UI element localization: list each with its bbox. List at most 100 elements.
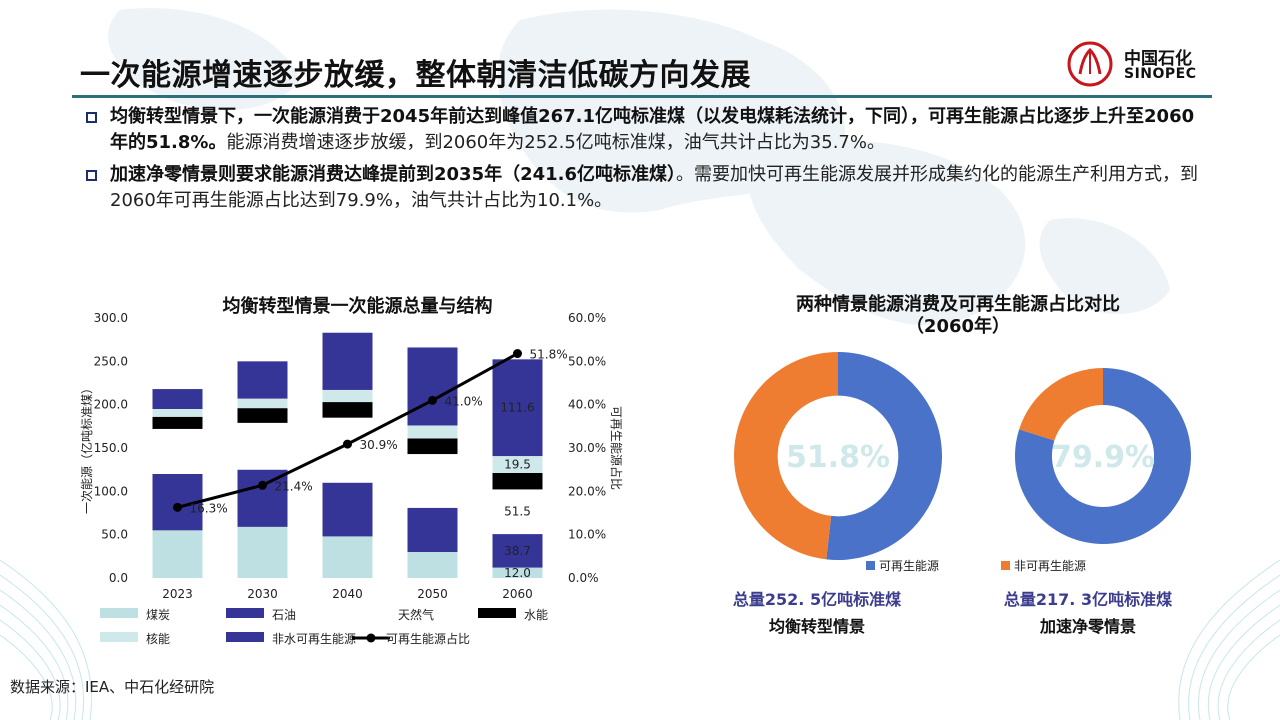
donut-legend-item: 可再生能源 [866,559,939,573]
legend-label: 石油 [272,608,296,622]
legend-swatch [478,608,516,618]
bar-data-label: 38.7 [504,544,531,558]
y2-tick-label: 60.0% [568,311,606,325]
x-tick-label: 2050 [417,587,448,601]
bar-segment [322,417,373,483]
bar-segment [237,398,288,409]
legend-item: 石油 [226,608,296,622]
y2-tick-label: 30.0% [568,441,606,455]
x-tick-label: 2060 [502,587,533,601]
legend-label: 非水可再生能源 [272,632,356,646]
bar-segment [492,534,543,568]
bar-segment [237,408,288,423]
summary-bullets: 均衡转型情景下，一次能源消费于2045年前达到峰值267.1亿吨标准煤（以发电煤… [86,104,1206,220]
bar-segment [152,530,203,578]
bar-segment [492,567,543,578]
renewable-share-comparison: 两种情景能源消费及可再生能源占比对比 （2060年） 51.8% 总量252. 5亿吨… [700,280,1260,660]
donut-scenario-label: 均衡转型情景 [769,617,865,636]
donut-center-label: 51.8% [786,440,890,475]
y2-tick-label: 0.0% [568,571,599,585]
y-axis-label: 一次能源（亿吨标准煤） [79,382,94,514]
bar-segment [322,536,373,578]
bar-segment [407,552,458,578]
line-data-label: 30.9% [360,438,398,452]
x-tick-label: 2023 [162,587,193,601]
donut-legend-swatch [866,561,875,570]
legend-label: 煤炭 [146,608,170,622]
legend-item: 天然气 [352,607,434,622]
bar-segment [322,482,373,537]
y-tick-label: 100.0 [94,484,128,498]
bar-segment [407,507,458,552]
bar-data-label: 19.5 [504,458,531,472]
x-tick-label: 2040 [332,587,363,601]
donut-chart-svg: 两种情景能源消费及可再生能源占比对比（2060年） 51.8% 总量252. 5亿吨… [733,293,1191,636]
y-tick-label: 300.0 [94,311,128,325]
legend-swatch [100,608,138,618]
bullet-item: 加速净零情景则要求能源消费达峰提前到2035年（241.6亿吨标准煤）。需要加快… [86,162,1206,214]
y2-tick-label: 20.0% [568,484,606,498]
bar-data-label: 12.0 [504,566,531,580]
title-divider [72,95,1212,98]
legend-line-marker [366,633,376,643]
logo-english-text: SINOPEC [1124,66,1197,82]
y2-axis-label: 可再生能源占比 [609,406,624,490]
donut-slice-non-renewable [1019,368,1103,441]
line-data-label: 41.0% [445,394,483,408]
donut-total-label: 总量252. 5亿吨标准煤 [733,590,901,609]
y-tick-label: 50.0 [101,528,128,542]
bar-segment [407,454,458,508]
y-tick-label: 150.0 [94,441,128,455]
page-title: 一次能源增速逐步放缓，整体朝清洁低碳方向发展 [80,58,751,93]
sinopec-logo: 中国石化 SINOPEC [1066,40,1216,90]
bar-segment [492,456,543,473]
bar-data-label: 111.6 [500,401,534,415]
legend-label: 可再生能源占比 [386,631,470,646]
legend-label: 核能 [146,632,170,646]
y2-tick-label: 40.0% [568,398,606,412]
bar-segment [407,347,458,426]
legend-swatch [100,632,138,642]
donut-center-label: 79.9% [1051,440,1155,475]
energy-structure-chart: 均衡转型情景一次能源总量与结构 0.0 50.0 100.0 150.0 200.0 250… [0,280,640,660]
donut-slice-renewable [1015,368,1191,544]
donut-chart-subtitle: （2060年） [906,315,1010,337]
bullet-item: 均衡转型情景下，一次能源消费于2045年前达到峰值267.1亿吨标准煤（以发电煤… [86,104,1206,156]
bar-segment [407,425,458,439]
donut-total-label: 总量217. 3亿吨标准煤 [1004,590,1172,609]
bar-segment [492,489,543,535]
bar-segment [492,359,543,457]
legend-swatch [226,632,264,642]
line-data-label: 51.8% [530,348,568,362]
y-tick-label: 250.0 [94,354,128,368]
bar-segment [322,389,373,403]
legend-item: 煤炭 [100,608,170,622]
bar-segment [322,402,373,418]
donut-legend-item: 非可再生能源 [1001,559,1086,573]
bar-segment [152,428,203,474]
line-data-label: 21.4% [275,479,313,493]
x-tick-label: 2030 [247,587,278,601]
bar-segment [237,469,288,527]
donut-chart-title: 两种情景能源消费及可再生能源占比对比 [796,293,1120,315]
bar-segment [237,361,288,399]
legend-label: 水能 [524,608,548,622]
bullet-normal-text: 。需要加快可再生能源发展并形成集约化的能源生产利用方式，到2060年可再生能源占… [110,164,1199,211]
bar-segment [237,422,288,470]
bullet-bold-text: 加速净零情景则要求能源消费达峰提前到2035年（241.6亿吨标准煤） [110,164,677,185]
donut-legend-swatch [1001,561,1010,570]
bar-segment [152,389,203,409]
line-point [513,349,522,359]
donut-slice-renewable [826,352,942,560]
bullet-normal-text: 能源消费增速逐步放缓，到2060年为252.5亿吨标准煤，油气共计占比为35.7… [226,132,885,153]
legend-item: 水能 [478,608,548,622]
bar-segment [152,409,203,417]
legend-item: 核能 [100,632,170,646]
legend-label: 天然气 [398,607,434,622]
legend-item: 可再生能源占比 [352,631,470,646]
bullet-square-icon [86,112,97,123]
legend-swatch [352,608,390,618]
y2-tick-label: 50.0% [568,354,606,368]
sinopec-emblem-icon [1067,41,1113,87]
bullet-bold-text: 均衡转型情景下，一次能源消费于2045年前达到峰值267.1亿吨标准煤（以发电煤… [110,106,1195,153]
